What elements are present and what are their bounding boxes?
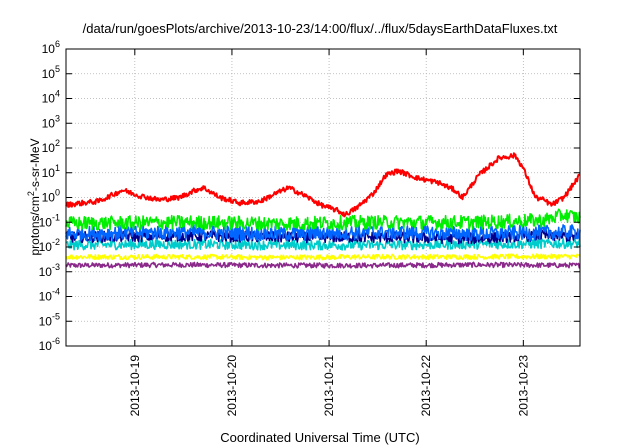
y-tick-label: 10-1: [39, 212, 60, 229]
y-tick-label: 103: [42, 113, 60, 130]
y-tick-label: 104: [42, 89, 60, 106]
chart-title: /data/run/goesPlots/archive/2013-10-23/1…: [82, 21, 558, 36]
plot-frame: [65, 48, 581, 347]
series-line: [65, 208, 581, 231]
series-group: [65, 152, 581, 269]
y-tick-label: 10-2: [39, 237, 60, 254]
tick-labels: 10-6 10-5 10-4 10-3 10-2 10-1 100 101 102 103 104 1…: [39, 39, 531, 416]
x-tick-label: 2013-10-20: [225, 355, 239, 417]
y-tick-label: 10-3: [39, 262, 60, 279]
x-tick-label: 2013-10-19: [128, 355, 142, 417]
x-tick-label: 2013-10-21: [322, 355, 336, 417]
series-line: [65, 237, 581, 251]
x-tick-label: 2013-10-22: [419, 355, 433, 417]
y-tick-label: 102: [42, 138, 60, 155]
y-tick-label: 10-5: [39, 311, 60, 328]
series-line: [65, 224, 581, 242]
y-tick-label: 10-6: [39, 336, 60, 353]
series-line: [65, 229, 581, 245]
y-tick-label: 10-4: [39, 287, 60, 304]
y-tick-label: 105: [42, 64, 60, 81]
axis-ticks: [66, 48, 580, 347]
y-tick-label: 101: [42, 163, 60, 180]
y-tick-label: 106: [42, 39, 60, 56]
y-tick-label: 100: [42, 188, 60, 205]
x-axis-label: Coordinated Universal Time (UTC): [220, 430, 420, 445]
x-tick-label: 2013-10-23: [516, 355, 530, 417]
series-line: [65, 261, 581, 269]
series-line: [65, 152, 581, 218]
grid-lines: [66, 49, 580, 346]
series-line: [65, 253, 581, 261]
